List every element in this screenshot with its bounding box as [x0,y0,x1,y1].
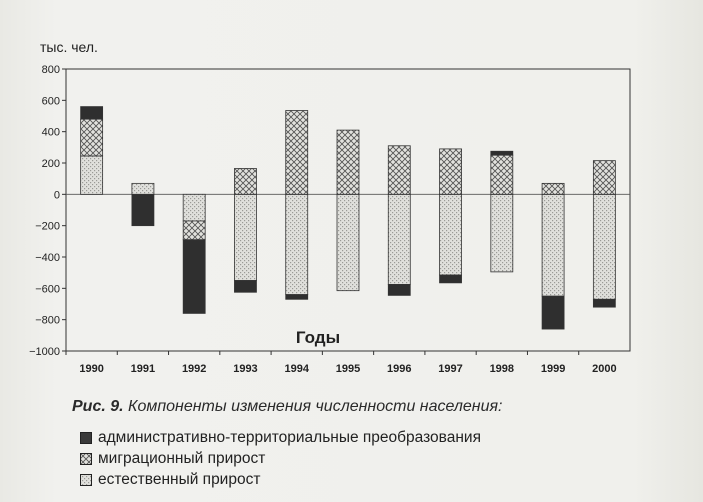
x-tick-label-1990: 1990 [79,363,103,375]
y-tick-label: −800 [35,315,60,327]
legend-swatch-natural [80,473,92,486]
x-tick-label-1993: 1993 [233,363,257,375]
x-tick-label-1992: 1992 [182,363,206,375]
x-tick-label-1995: 1995 [336,363,360,375]
legend: административно-территориальные преобраз… [80,427,481,490]
legend-label-admin: административно-территориальные преобраз… [98,429,481,446]
legend-label-natural: естественный прирост [98,471,261,488]
bar-1994-series-2 [285,294,309,300]
bar-1995-series-0 [336,193,360,292]
bar-1991-series-2 [131,193,155,227]
legend-item-natural: естественный прирост [80,469,481,490]
bar-1990-series-2 [80,106,104,120]
bar-1997-series-2 [439,274,462,284]
x-tick-label-2000: 2000 [592,363,616,375]
bar-1994-series-0 [285,193,309,295]
x-tick-label-1999: 1999 [541,363,565,375]
x-tick-label-1997: 1997 [438,363,462,375]
x-tick-label-1996: 1996 [387,363,411,375]
bar-1992-series-1 [182,220,206,241]
legend-swatch-migration [80,452,92,465]
bar-1991-series-0 [131,182,155,195]
bar-1996-series-2 [387,284,411,296]
bar-2000-series-0 [592,193,616,300]
y-tick-label: −400 [35,252,60,264]
bar-1995-series-1 [336,129,360,195]
bar-1998-series-1 [490,154,514,195]
bar-1994-series-1 [285,110,309,195]
bar-1999-series-2 [541,295,565,330]
bar-1992-series-0 [182,193,206,222]
bar-1990-series-0 [80,155,104,195]
bar-1997-series-1 [439,148,462,195]
legend-label-migration: миграционный прирост [98,450,266,467]
y-tick-label: −200 [35,221,60,233]
y-tick-label: 0 [54,189,60,201]
bar-1993-series-1 [234,168,257,195]
legend-swatch-admin [80,431,92,444]
y-tick-label: 400 [42,127,60,139]
legend-item-migration: миграционный прирост [80,448,481,469]
y-tick-label: −600 [35,283,60,295]
bar-2000-series-1 [592,160,616,195]
bar-1999-series-1 [541,182,565,195]
bar-1998-series-2 [490,150,514,156]
bar-1992-series-2 [182,239,206,314]
figure-caption-text: Компоненты изменения численности населен… [128,398,503,415]
bar-1997-series-0 [439,193,462,276]
y-tick-label: 800 [42,64,60,76]
bar-1993-series-0 [234,193,257,281]
bar-1998-series-0 [490,193,514,273]
x-axis-title: Годы [296,328,340,347]
bar-1993-series-2 [234,280,257,293]
x-tick-label-1998: 1998 [490,363,514,375]
bar-1996-series-1 [387,145,411,195]
legend-item-admin: административно-территориальные преобраз… [80,427,481,448]
y-tick-label: 200 [42,158,60,170]
y-tick-label: 600 [42,95,60,107]
x-tick-label-1994: 1994 [284,363,309,375]
bar-2000-series-2 [592,298,616,308]
bar-1990-series-1 [80,118,104,157]
y-axis-title: тыс. чел. [40,39,98,55]
x-tick-label-1991: 1991 [131,363,155,375]
figure-caption-prefix: Рис. 9. [72,398,124,415]
figure-caption: Рис. 9. Компоненты изменения численности… [72,398,502,416]
plot-frame [65,68,631,352]
bar-1999-series-0 [541,193,565,297]
y-tick-label: −1000 [29,346,60,358]
bar-1996-series-0 [387,193,411,285]
